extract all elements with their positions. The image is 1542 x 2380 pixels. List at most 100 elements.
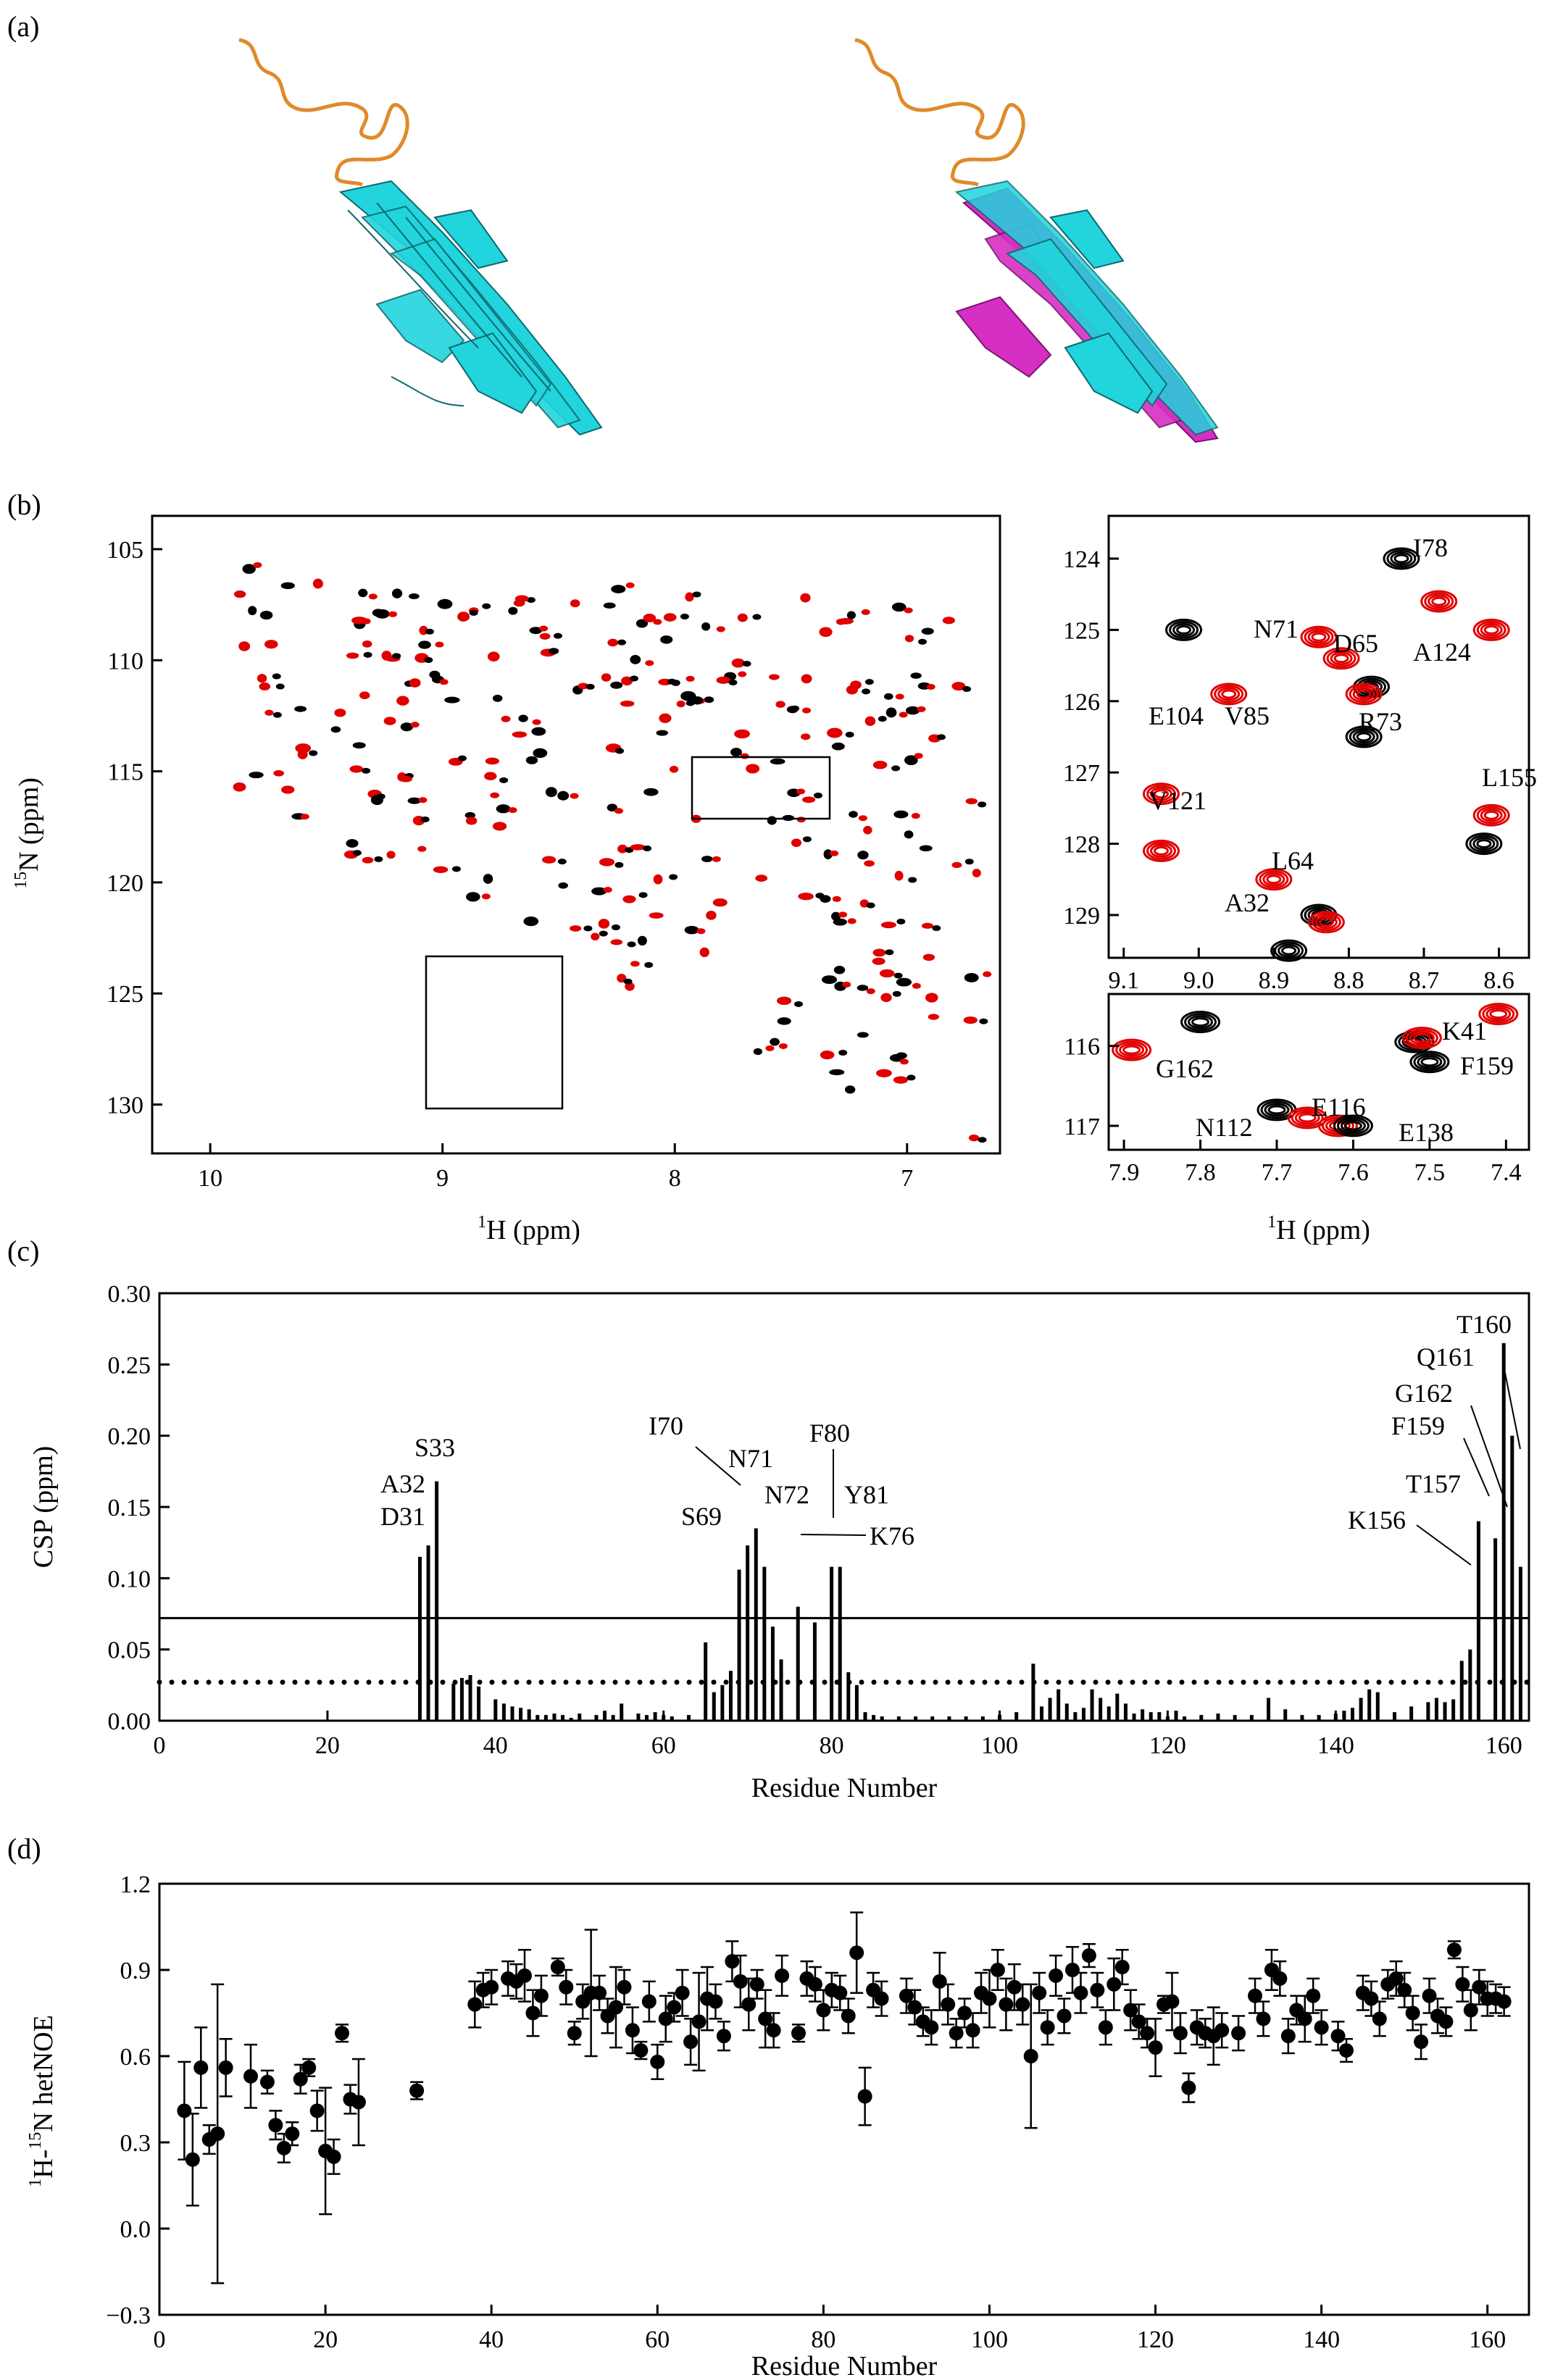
zoom2-peak-black [1340,1119,1366,1133]
hsqc-peak-red [706,910,717,920]
hsqc-peak-black [932,925,941,932]
ribbon-outline [347,202,551,406]
hsqc-peak-black [866,902,875,909]
zoom2-peak-red [1412,1033,1431,1043]
csp-annotation-label: A32 [380,1469,425,1498]
zoom1-peak-red [1424,592,1454,611]
hsqc-peak-red [712,898,728,907]
zoom1-peak-red [1476,806,1506,824]
hsqc-peak-black [529,627,543,635]
hsqc-peak-red [685,675,695,682]
hsqc-peak-black [483,874,493,884]
zoom1-peak-red [1314,915,1338,930]
hsqc-peak-red [737,613,748,622]
hsqc-peak-black [820,895,831,903]
hsqc-peak-black [275,683,285,690]
hsqc-peak-red [570,925,582,932]
main-ytick-label: 105 [107,537,143,564]
hsqc-main-xlabel: 1H (ppm) [478,1213,580,1245]
csp-bar [770,1627,775,1721]
zoom1-peak-black [1176,625,1192,635]
hsqc-peak-black [523,916,539,927]
csp-bar [468,1675,472,1721]
csp-bar [636,1713,641,1721]
csp-xlabel: Residue Number [751,1773,938,1803]
hsqc-peak-black [978,801,987,808]
hsqc-peak-red [334,709,346,717]
hsqc-peak-red [362,640,372,648]
hsqc-peak-red [899,1059,909,1065]
zoom2-axes: 7.9 7.8 7.7 7.6 7.5 7.4 116 117 [1064,1034,1521,1186]
hetnoe-points [177,1911,1512,2284]
hsqc-peak-red [765,1045,775,1051]
hsqc-peak-black [457,755,467,761]
zoom1-peak-black [1390,551,1413,566]
csp-bar [1359,1698,1363,1721]
hsqc-peak-red [796,788,806,795]
hetnoe-point [650,2054,665,2069]
zoom2-peak-black [1264,1103,1290,1117]
zoom1-peak-red [1318,917,1334,927]
csp-bar [1476,1521,1480,1721]
hetnoe-point [683,2034,699,2050]
hsqc-peak-red [433,866,449,874]
hsqc-peak-black [585,683,595,690]
hetnoe-point [609,2000,623,2015]
hsqc-peak-red [435,641,444,648]
csp-xtick-label: 80 [820,1732,844,1759]
hsqc-peak-black [545,787,557,798]
csp-bar [746,1545,750,1721]
hsqc-peak-red [492,822,507,831]
hetnoe-point [533,1988,549,2003]
hetnoe-point [301,2060,317,2075]
hsqc-peak-black [482,603,491,609]
hetnoe-point [957,2005,972,2021]
zoom1-peak-black [1278,943,1301,958]
hetnoe-point [924,2020,939,2035]
csp-bar [519,1708,523,1721]
hsqc-peak-black [407,797,422,804]
hsqc-peak-red [601,673,612,682]
hetnoe-point [1007,1979,1022,1995]
panel-label-c: (c) [7,1235,39,1267]
hsqc-peak-black [904,755,918,766]
hsqc-peak-black [878,716,887,722]
hsqc-peak-red [508,807,517,814]
hsqc-peak-red [801,674,812,684]
csp-bar [838,1566,842,1721]
zoom1-ytick-label: 125 [1063,617,1100,644]
hsqc-peak-red [396,696,409,706]
zoom1-ytick-label: 129 [1063,903,1100,930]
hetnoe-point [1049,1968,1064,1983]
csp-axes: 0 20 40 60 80 100 120 140 160 0.00 0.05 0.10 0.15 0.2… [108,1281,1522,1759]
hsqc-peak-red [570,793,579,799]
hsqc-peak-red [925,993,938,1003]
hsqc-peak-black [607,803,618,812]
hetnoe-point [899,1988,914,2003]
hsqc-peak-red [838,911,848,918]
hsqc-peak-red [300,814,309,820]
hetnoe-point [1114,1960,1130,1975]
hetnoe-point [326,2149,341,2164]
zoom2-peak-label: E116 [1312,1093,1366,1122]
hsqc-peak-red [827,727,843,738]
csp-bar [1199,1715,1204,1721]
zoom1-peak-red [1146,841,1176,860]
hsqc-peak-red [880,922,896,929]
csp-bar [1375,1692,1380,1721]
csp-annotation-label: T160 [1456,1310,1512,1339]
hetnoe-point [218,2060,233,2075]
hetnoe-xtick-label: 80 [811,2326,835,2353]
main-xtick-label: 7 [901,1165,913,1192]
zoom1-peak-label: A124 [1413,638,1471,667]
hsqc-peak-red [487,651,500,662]
csp-bar [880,1716,884,1721]
hsqc-peak-red [968,1134,980,1142]
hetnoe-point [1073,1985,1088,2000]
hsqc-peak-black [557,859,567,865]
panel-label-b: (b) [7,488,41,521]
csp-bar [653,1712,657,1721]
csp-annotation-label: N71 [728,1444,773,1473]
zoom2-peak-red [1298,1113,1317,1123]
csp-ytick-label: 0.20 [108,1424,151,1450]
